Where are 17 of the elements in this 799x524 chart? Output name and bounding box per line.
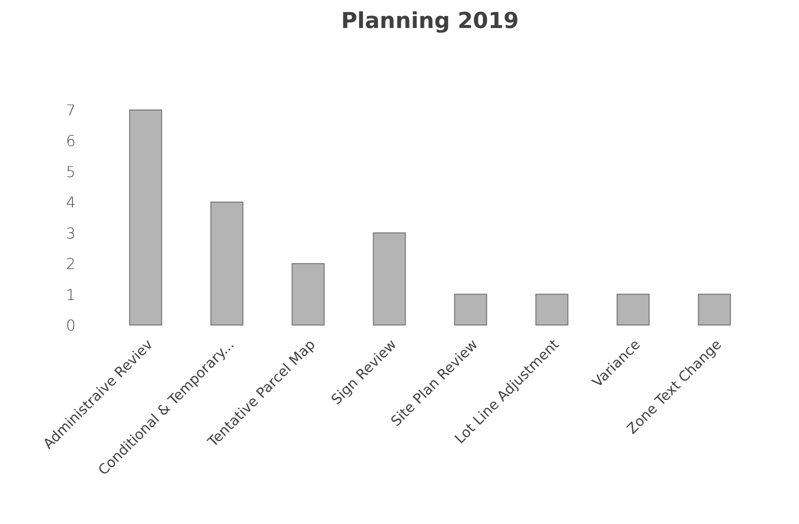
y-tick-label: 3 (66, 224, 76, 242)
y-tick-label: 7 (66, 102, 76, 120)
bar (698, 294, 731, 326)
bar (210, 202, 244, 326)
y-tick-label: 5 (66, 162, 76, 181)
y-tick-label: 2 (66, 255, 76, 274)
bar (129, 110, 162, 326)
chart-title: Planning 2019 (341, 9, 519, 34)
bar (372, 232, 406, 326)
bar (535, 294, 568, 326)
y-tick-label: 4 (66, 194, 76, 212)
bar (292, 263, 325, 326)
bar (616, 294, 650, 326)
y-tick-label: 1 (66, 286, 76, 304)
y-tick-label: 0 (66, 316, 76, 334)
y-tick-label: 6 (66, 132, 76, 150)
bar (454, 294, 488, 326)
